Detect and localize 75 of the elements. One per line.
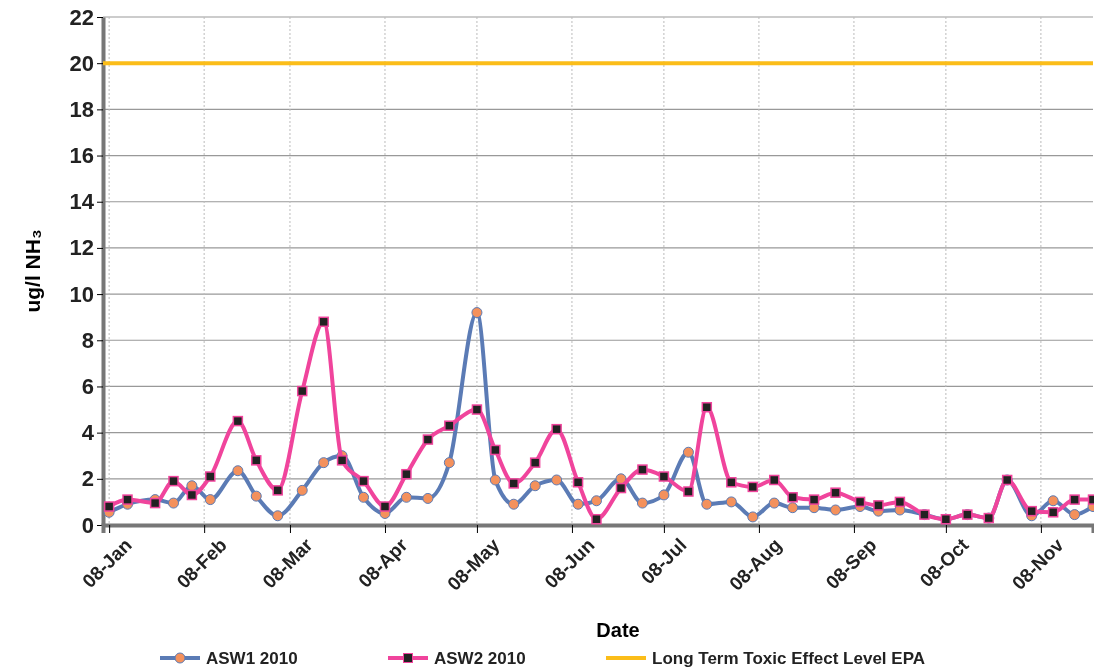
y-tick-label: 6 <box>81 373 94 399</box>
point <box>658 489 670 501</box>
point <box>444 420 455 431</box>
point <box>1069 494 1080 505</box>
point <box>1047 495 1059 507</box>
point <box>490 444 501 456</box>
point <box>787 502 799 514</box>
point <box>551 474 563 486</box>
point <box>590 495 602 507</box>
point <box>1047 507 1059 518</box>
point <box>683 486 694 497</box>
point <box>296 484 308 496</box>
point <box>1069 509 1081 521</box>
point <box>873 500 884 511</box>
point <box>747 481 759 493</box>
point <box>830 487 841 498</box>
x-axis-title: Date <box>596 619 640 641</box>
y-tick-label: 20 <box>69 50 94 76</box>
point <box>296 385 308 397</box>
y-tick-label: 4 <box>81 420 95 446</box>
point <box>471 404 483 415</box>
point <box>318 457 330 469</box>
point <box>508 498 520 510</box>
point <box>272 510 284 522</box>
point <box>572 498 584 510</box>
point <box>358 491 370 503</box>
point <box>443 457 455 469</box>
point <box>489 474 501 486</box>
point <box>808 494 820 505</box>
point <box>591 513 602 525</box>
point <box>318 316 329 328</box>
point <box>768 474 780 486</box>
point <box>658 471 670 482</box>
point <box>787 492 798 503</box>
point <box>572 477 584 488</box>
legend-label: ASW1 2010 <box>206 649 298 668</box>
point <box>636 497 648 509</box>
legend-label: ASW2 2010 <box>434 649 526 668</box>
point <box>615 482 627 494</box>
point <box>747 511 759 523</box>
point <box>336 455 348 466</box>
point <box>726 477 737 488</box>
point <box>768 497 780 509</box>
point <box>508 478 519 489</box>
y-tick-label: 18 <box>69 96 94 122</box>
y-tick-label: 12 <box>69 235 94 261</box>
y-tick-label: 22 <box>69 4 94 30</box>
point <box>854 496 866 508</box>
point <box>637 464 648 475</box>
point <box>400 491 412 503</box>
point <box>422 492 434 504</box>
point <box>358 475 369 487</box>
y-tick-label: 0 <box>81 512 94 538</box>
point <box>529 457 541 468</box>
point <box>830 504 842 516</box>
point <box>701 401 713 413</box>
point <box>725 496 737 508</box>
point <box>529 480 541 492</box>
point <box>682 446 694 458</box>
legend-label: Long Term Toxic Effect Level EPA <box>652 649 925 668</box>
point <box>701 498 713 510</box>
y-tick-label: 8 <box>81 327 94 353</box>
point <box>422 434 434 445</box>
point <box>551 423 562 435</box>
y-tick-label: 16 <box>69 143 94 169</box>
point <box>272 485 283 496</box>
point <box>379 501 391 512</box>
point <box>894 496 906 508</box>
point <box>471 307 483 319</box>
point <box>401 468 412 480</box>
y-tick-label: 10 <box>69 281 94 307</box>
y-axis-title: ug/l NH₃ <box>21 229 44 313</box>
y-tick-label: 2 <box>81 466 94 492</box>
point <box>1026 505 1037 517</box>
y-tick-label: 14 <box>69 189 95 215</box>
